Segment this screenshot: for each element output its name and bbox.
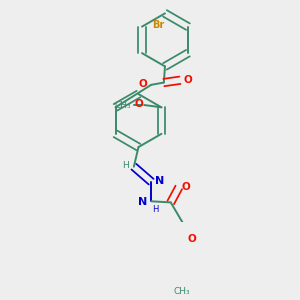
Text: O: O bbox=[134, 99, 143, 109]
Text: O: O bbox=[138, 79, 147, 89]
Text: O: O bbox=[188, 234, 196, 244]
Text: CH₃: CH₃ bbox=[174, 287, 190, 296]
Text: CH₃: CH₃ bbox=[114, 100, 131, 109]
Text: N: N bbox=[138, 197, 147, 207]
Text: O: O bbox=[182, 182, 190, 192]
Text: H: H bbox=[152, 206, 159, 214]
Text: O: O bbox=[183, 75, 192, 85]
Text: N: N bbox=[155, 176, 164, 186]
Text: H: H bbox=[122, 161, 129, 170]
Text: Br: Br bbox=[152, 20, 165, 31]
